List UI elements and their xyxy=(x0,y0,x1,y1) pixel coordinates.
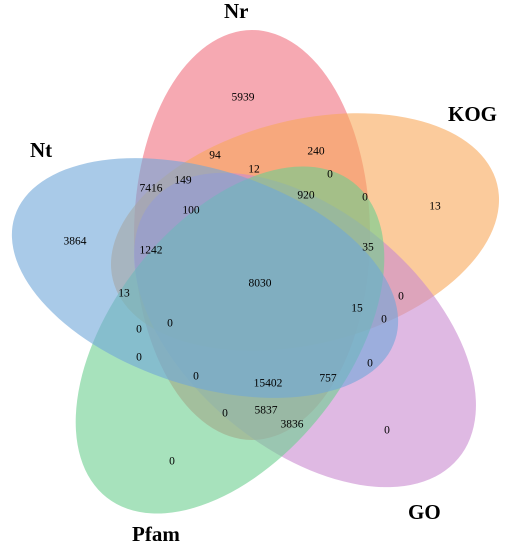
region-count: 15402 xyxy=(254,378,283,390)
region-count: 3864 xyxy=(64,236,87,248)
region-counts: 5939 13 0 0 3864 7416 240 94 12 0 149 10… xyxy=(64,92,442,468)
region-count: 8030 xyxy=(249,278,272,290)
region-count: 13 xyxy=(118,288,130,300)
region-count: 0 xyxy=(362,192,368,204)
region-count: 0 xyxy=(193,371,199,383)
region-count: 920 xyxy=(297,190,315,202)
region-count: 757 xyxy=(319,373,337,385)
region-count: 0 xyxy=(381,314,387,326)
region-count: 0 xyxy=(136,352,142,364)
set-ellipses xyxy=(11,30,500,514)
region-count: 35 xyxy=(362,242,374,254)
go-label: GO xyxy=(408,500,441,524)
region-count: 13 xyxy=(429,201,441,213)
region-count: 94 xyxy=(209,150,221,162)
kog-label: KOG xyxy=(448,102,497,126)
region-count: 5939 xyxy=(232,92,255,104)
region-count: 0 xyxy=(327,169,333,181)
set-labels: Nr KOG GO Pfam Nt xyxy=(30,0,497,546)
region-count: 0 xyxy=(384,425,390,437)
region-count: 0 xyxy=(367,358,373,370)
region-count: 100 xyxy=(182,205,200,217)
region-count: 149 xyxy=(174,175,192,187)
region-count: 12 xyxy=(248,164,260,176)
region-count: 1242 xyxy=(140,245,163,257)
region-count: 15 xyxy=(351,303,363,315)
region-count: 0 xyxy=(169,456,175,468)
nt-set-ellipse xyxy=(11,158,399,398)
region-count: 0 xyxy=(222,408,228,420)
region-count: 0 xyxy=(136,324,142,336)
region-count: 3836 xyxy=(281,419,304,431)
region-count: 0 xyxy=(167,318,173,330)
region-count: 0 xyxy=(398,291,404,303)
pfam-label: Pfam xyxy=(132,522,180,546)
region-count: 240 xyxy=(307,146,325,158)
nr-label: Nr xyxy=(224,0,249,23)
region-count: 7416 xyxy=(140,183,163,195)
nt-label: Nt xyxy=(30,138,52,162)
region-count: 5837 xyxy=(255,405,278,417)
